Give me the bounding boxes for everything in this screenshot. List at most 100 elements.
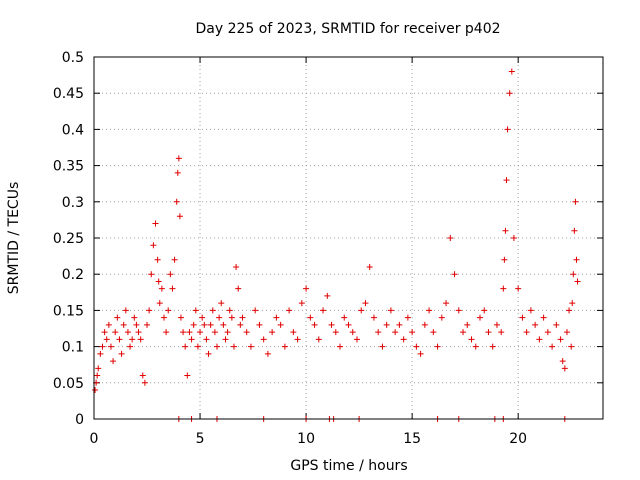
data-point <box>315 336 322 343</box>
data-point <box>226 307 233 314</box>
data-point <box>294 336 301 343</box>
data-point <box>468 336 475 343</box>
data-point <box>549 343 556 350</box>
data-point <box>375 329 382 336</box>
data-point <box>139 372 146 379</box>
data-point <box>362 300 369 307</box>
data-point <box>341 314 348 321</box>
data-point <box>421 321 428 328</box>
data-point <box>190 321 197 328</box>
data-point <box>438 314 445 321</box>
data-point <box>345 321 352 328</box>
data-point <box>235 285 242 292</box>
data-point <box>177 314 184 321</box>
data-point <box>260 336 267 343</box>
data-point <box>95 365 102 372</box>
data-point <box>269 329 276 336</box>
data-point <box>508 68 515 75</box>
y-tick-label: 0.35 <box>53 159 84 175</box>
data-point <box>573 256 580 263</box>
data-point <box>510 235 517 241</box>
data-point <box>337 343 344 350</box>
data-point <box>563 329 570 336</box>
data-point <box>144 321 151 328</box>
data-point <box>201 321 208 328</box>
data-point <box>224 329 231 336</box>
y-tick-label: 0.05 <box>53 376 84 392</box>
data-point <box>203 336 210 343</box>
data-point <box>273 314 280 321</box>
data-point <box>527 307 534 314</box>
data-point <box>523 329 530 336</box>
data-point <box>568 343 575 350</box>
data-point <box>218 300 225 307</box>
data-point <box>570 271 577 278</box>
data-point <box>400 336 407 343</box>
data-point <box>311 321 318 328</box>
data-point <box>156 300 163 307</box>
data-point <box>160 314 167 321</box>
data-point <box>489 343 496 350</box>
data-point <box>472 343 479 350</box>
data-point <box>186 329 193 336</box>
grid <box>94 57 603 419</box>
data-point <box>387 307 394 314</box>
data-point <box>519 314 526 321</box>
data-point <box>557 336 564 343</box>
data-point <box>328 321 335 328</box>
data-point <box>243 329 250 336</box>
data-point <box>165 307 172 314</box>
y-tick-label: 0.4 <box>62 122 84 138</box>
data-point <box>94 372 101 379</box>
data-point <box>194 343 201 350</box>
data-point <box>176 213 183 220</box>
data-point <box>222 336 229 343</box>
data-point <box>92 387 99 394</box>
data-point <box>501 256 508 263</box>
data-point <box>216 314 223 321</box>
data-point <box>264 350 271 357</box>
data-point <box>447 235 454 241</box>
data-point <box>228 314 235 321</box>
data-point <box>116 336 123 343</box>
y-tick-label: 0.5 <box>62 50 84 66</box>
y-tick-label: 0.25 <box>53 231 84 247</box>
data-point <box>169 285 176 292</box>
data-point <box>171 256 178 263</box>
data-point <box>209 307 216 314</box>
data-point <box>146 307 153 314</box>
data-point <box>540 314 547 321</box>
data-point <box>413 343 420 350</box>
data-point <box>184 372 191 379</box>
x-tick-label: 0 <box>90 431 99 447</box>
data-point <box>409 329 416 336</box>
data-point <box>131 314 138 321</box>
data-point <box>559 358 566 365</box>
data-point <box>536 336 543 343</box>
data-point <box>163 329 170 336</box>
data-point <box>503 177 510 184</box>
data-point <box>515 285 522 292</box>
data-point <box>237 321 244 328</box>
y-tick-label: 0.45 <box>53 86 84 102</box>
data-point <box>174 169 181 176</box>
data-point <box>175 155 182 162</box>
data-point <box>430 329 437 336</box>
data-point <box>434 343 441 350</box>
data-point <box>464 321 471 328</box>
data-point <box>307 314 314 321</box>
data-point <box>199 314 206 321</box>
data-point <box>233 263 240 270</box>
data-point <box>120 321 127 328</box>
data-point <box>124 329 131 336</box>
data-point <box>298 300 305 307</box>
x-tick-label: 15 <box>403 431 421 447</box>
data-point <box>220 321 227 328</box>
data-point <box>485 329 492 336</box>
y-tick-label: 0.1 <box>62 340 84 356</box>
data-point <box>122 307 129 314</box>
data-point <box>173 198 180 205</box>
data-point <box>133 321 140 328</box>
data-point <box>107 343 114 350</box>
